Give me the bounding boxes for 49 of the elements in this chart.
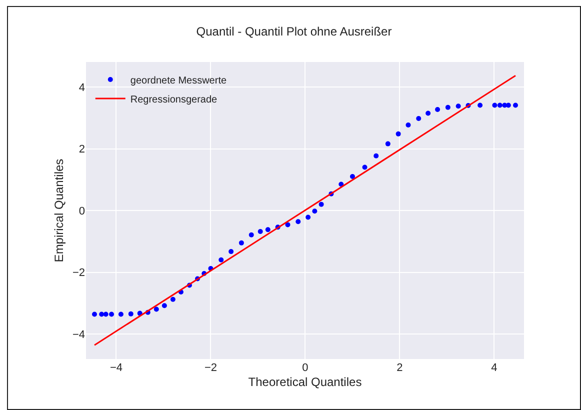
point (456, 104, 461, 109)
point (497, 102, 502, 108)
point (258, 228, 263, 234)
point (406, 122, 411, 128)
point (128, 311, 134, 316)
point (513, 102, 518, 108)
point (92, 312, 97, 317)
x-tick-label: −2 (204, 362, 218, 374)
point (154, 306, 159, 312)
y-tick-label: −2 (72, 267, 85, 280)
point (296, 219, 301, 224)
point (426, 110, 431, 116)
point (385, 141, 390, 146)
point (248, 232, 254, 238)
point (218, 257, 224, 262)
y-tick-label: 4 (78, 82, 85, 94)
point (118, 312, 124, 317)
x-tick-label: 0 (302, 362, 308, 374)
point (103, 312, 108, 317)
point (374, 153, 379, 158)
point (312, 208, 318, 214)
y-axis-title: Empirical Quantiles (52, 158, 66, 262)
point (238, 240, 244, 246)
point (265, 227, 270, 232)
point (318, 202, 324, 207)
point (478, 102, 483, 108)
chart-title: Quantil - Quantil Plot ohne Ausreißer (196, 24, 392, 38)
point (445, 104, 450, 110)
x-tick-label: −4 (110, 362, 123, 374)
x-tick-label: 4 (491, 362, 498, 374)
x-axis-title: Theoretical Quantiles (248, 374, 362, 389)
legend-label: Regressionsgerade (130, 94, 218, 106)
point (416, 116, 422, 121)
point (396, 131, 401, 136)
point (228, 249, 234, 254)
point (99, 312, 104, 317)
point (162, 303, 167, 308)
y-tick-label: −4 (72, 328, 85, 341)
point (306, 214, 311, 220)
point (109, 312, 114, 317)
y-tick-label: 0 (78, 205, 85, 218)
point (492, 102, 498, 108)
y-tick-label: 2 (78, 144, 85, 156)
point (170, 296, 176, 302)
legend-label: geordnete Messwerte (130, 75, 227, 86)
point (435, 107, 440, 112)
x-tick-label: 2 (396, 362, 403, 374)
point (350, 174, 355, 180)
point (362, 164, 368, 170)
